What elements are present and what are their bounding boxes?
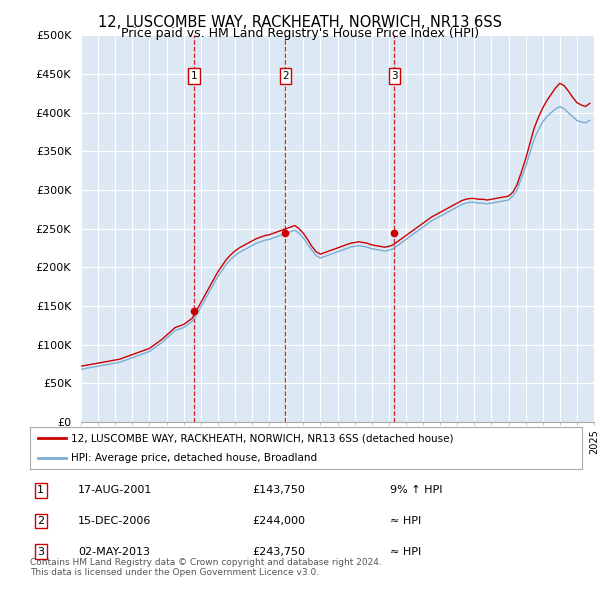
Text: 9% ↑ HPI: 9% ↑ HPI [390, 486, 443, 495]
Text: £143,750: £143,750 [252, 486, 305, 495]
Text: ≈ HPI: ≈ HPI [390, 516, 421, 526]
Text: 15-DEC-2006: 15-DEC-2006 [78, 516, 151, 526]
Text: 02-MAY-2013: 02-MAY-2013 [78, 547, 150, 556]
Text: £244,000: £244,000 [252, 516, 305, 526]
Text: 1: 1 [191, 71, 197, 81]
Text: 12, LUSCOMBE WAY, RACKHEATH, NORWICH, NR13 6SS: 12, LUSCOMBE WAY, RACKHEATH, NORWICH, NR… [98, 15, 502, 30]
Text: £243,750: £243,750 [252, 547, 305, 556]
Text: 17-AUG-2001: 17-AUG-2001 [78, 486, 152, 495]
Text: Contains HM Land Registry data © Crown copyright and database right 2024.
This d: Contains HM Land Registry data © Crown c… [30, 558, 382, 577]
Text: 12, LUSCOMBE WAY, RACKHEATH, NORWICH, NR13 6SS (detached house): 12, LUSCOMBE WAY, RACKHEATH, NORWICH, NR… [71, 433, 454, 443]
Text: Price paid vs. HM Land Registry's House Price Index (HPI): Price paid vs. HM Land Registry's House … [121, 27, 479, 40]
Text: 3: 3 [391, 71, 398, 81]
Text: 2: 2 [282, 71, 289, 81]
Text: 3: 3 [37, 547, 44, 556]
Text: 1: 1 [37, 486, 44, 495]
Text: 2: 2 [37, 516, 44, 526]
Text: ≈ HPI: ≈ HPI [390, 547, 421, 556]
Text: HPI: Average price, detached house, Broadland: HPI: Average price, detached house, Broa… [71, 453, 317, 463]
